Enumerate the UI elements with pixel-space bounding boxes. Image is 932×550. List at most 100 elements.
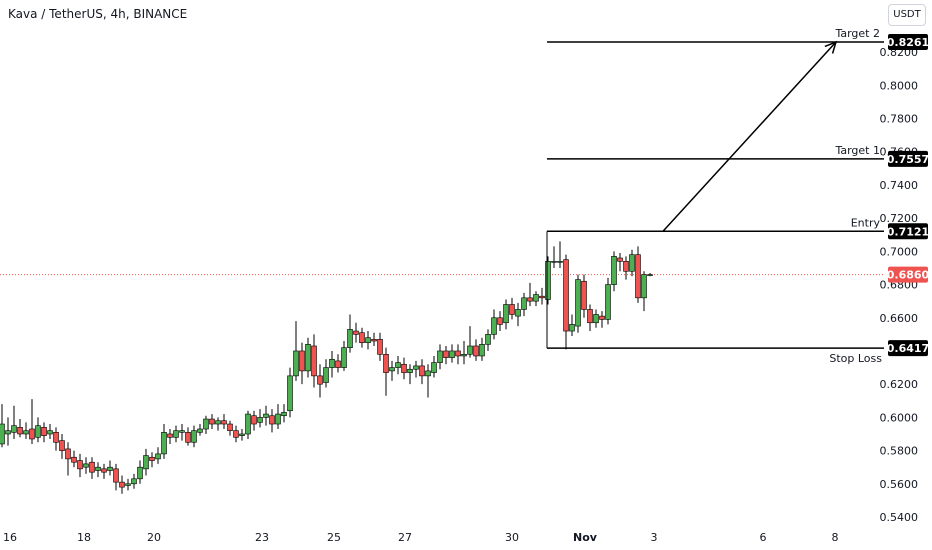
level-price-label: 0.7121 (887, 225, 929, 238)
y-tick-label: 0.8000 (880, 79, 919, 92)
candle-body (605, 284, 611, 320)
candle-body (257, 417, 263, 423)
candle-body (113, 468, 119, 483)
level-price-tag (888, 223, 928, 240)
y-tick-label: 0.5400 (880, 511, 919, 524)
candle-body (17, 427, 23, 435)
candle-body (323, 367, 329, 383)
target-arrow-line (662, 41, 837, 232)
x-tick-label: 23 (255, 531, 269, 544)
candle-body (143, 455, 149, 470)
candle-body (533, 294, 539, 302)
candle-body (395, 362, 401, 368)
candle-body (221, 420, 227, 425)
candle-body (107, 466, 113, 471)
level-name-label: Entry (851, 216, 881, 229)
x-tick-label: Nov (573, 531, 598, 544)
currency-button[interactable]: USDT (888, 4, 926, 26)
candle-body (101, 468, 107, 473)
candle-body (275, 413, 281, 425)
candle-body (617, 257, 623, 262)
candle-body (335, 360, 341, 368)
candle-body (65, 448, 71, 460)
candle-body (269, 415, 275, 425)
level-price-tag (888, 150, 928, 167)
candle-body (611, 256, 617, 285)
candle-body (599, 315, 605, 320)
candle-body (281, 412, 287, 417)
candle-body (575, 279, 581, 327)
candle-body (179, 430, 185, 433)
candle-body (443, 350, 449, 358)
candle-body (557, 261, 563, 263)
candle-body (233, 430, 239, 438)
y-tick-label: 0.7800 (880, 113, 919, 126)
candle-body (551, 261, 557, 263)
y-tick-label: 0.6600 (880, 312, 919, 325)
candle-body (197, 428, 203, 433)
candle-body (539, 295, 545, 299)
candle-body (413, 365, 419, 370)
candle-body (527, 297, 533, 302)
candle-body (137, 466, 143, 480)
candle-body (131, 478, 137, 485)
candle-body (383, 353, 389, 373)
level-price-label: 0.6417 (887, 342, 929, 355)
y-tick-label: 0.7400 (880, 179, 919, 192)
x-tick-label: 30 (505, 531, 519, 544)
candle-body (77, 460, 83, 470)
candle-body (365, 337, 371, 343)
candle-body (41, 427, 47, 436)
candle-body (389, 367, 395, 372)
candle-body (521, 297, 527, 310)
level-price-tag (888, 34, 928, 50)
candle-body (59, 440, 65, 451)
candle-body (35, 425, 41, 438)
y-tick-label: 0.6200 (880, 378, 919, 391)
level-name-label: Stop Loss (829, 352, 882, 365)
candle-body (293, 350, 299, 377)
x-tick-label: 3 (651, 531, 658, 544)
candle-body (209, 418, 215, 425)
candle-body (461, 353, 467, 357)
candle-body (173, 430, 179, 438)
x-tick-label: 27 (398, 531, 412, 544)
candle-body (311, 345, 317, 377)
candle-body (215, 420, 221, 425)
candle-body (95, 466, 101, 471)
candle-body (287, 375, 293, 412)
candle-body (161, 432, 167, 455)
candle-body (479, 344, 485, 357)
candle-body (455, 350, 461, 357)
candle-body (419, 365, 425, 377)
candle-body (503, 304, 509, 324)
candle-body (587, 309, 593, 324)
x-tick-label: 20 (147, 531, 161, 544)
x-tick-label: 16 (3, 531, 17, 544)
candle-body (305, 344, 311, 372)
candle-body (485, 334, 491, 345)
candle-body (23, 430, 29, 435)
candle-body (89, 461, 95, 473)
candle-body (359, 332, 365, 343)
candle-body (407, 368, 413, 373)
candle-body (563, 259, 569, 332)
y-tick-label: 0.5600 (880, 478, 919, 491)
candle-body (203, 418, 209, 430)
candle-body (371, 339, 377, 342)
candle-body (437, 350, 443, 363)
candle-body (641, 274, 647, 299)
chart-title: Kava / TetherUS, 4h, BINANCE (8, 7, 188, 21)
candle-body (167, 433, 173, 438)
candle-body (299, 350, 305, 372)
candle-body (329, 358, 335, 368)
candle-body (185, 432, 191, 443)
x-tick-label: 6 (760, 531, 767, 544)
candle-body (569, 324, 575, 332)
candle-body (47, 430, 53, 435)
current-price-tag (888, 266, 928, 283)
candle-body (491, 317, 497, 335)
candle-body (509, 304, 515, 315)
